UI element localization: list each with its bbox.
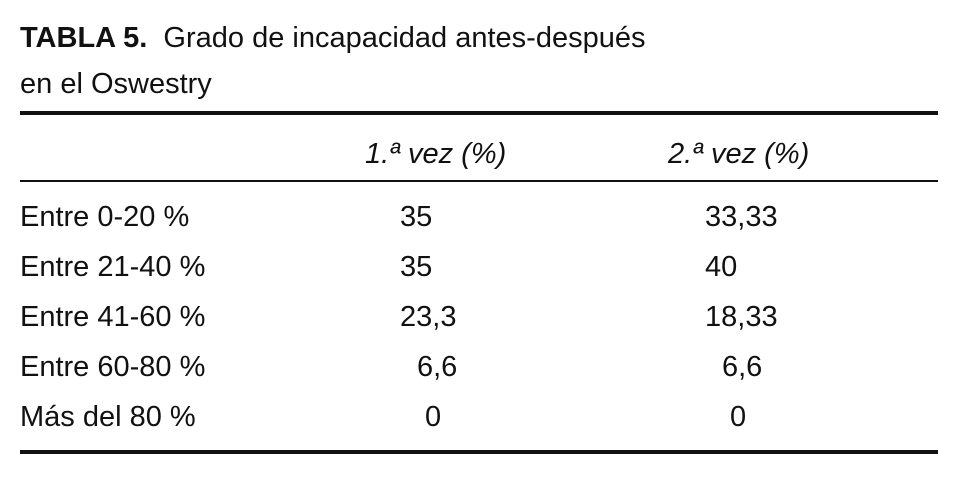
row-label: Entre 41-60 % bbox=[20, 301, 206, 333]
title-label: TABLA 5. bbox=[20, 22, 148, 54]
cell-value: 23,3 bbox=[400, 301, 457, 333]
bottom-rule bbox=[20, 450, 938, 454]
cell-value: 0 bbox=[425, 401, 442, 433]
cell-value: 35 bbox=[400, 251, 433, 283]
cell-value: 35 bbox=[400, 201, 433, 233]
row-label: Entre 0-20 % bbox=[20, 201, 190, 233]
top-rule bbox=[20, 111, 938, 115]
cell-value: 6,6 bbox=[722, 351, 763, 383]
header-rule bbox=[20, 180, 938, 182]
column-header: 1.ª vez (%) bbox=[365, 138, 507, 170]
cell-value: 33,33 bbox=[705, 201, 778, 233]
title-text-2: en el Oswestry bbox=[20, 68, 212, 100]
cell-value: 6,6 bbox=[417, 351, 458, 383]
cell-value: 0 bbox=[730, 401, 747, 433]
row-label: Entre 60-80 % bbox=[20, 351, 206, 383]
title-text: Grado de incapacidad antes-después bbox=[163, 22, 646, 54]
row-label: Entre 21-40 % bbox=[20, 251, 206, 283]
table-title: TABLA 5. Grado de incapacidad antes-desp… bbox=[20, 24, 645, 53]
cell-value: 40 bbox=[705, 251, 738, 283]
row-label: Más del 80 % bbox=[20, 401, 196, 433]
column-header: 2.ª vez (%) bbox=[668, 138, 810, 170]
cell-value: 18,33 bbox=[705, 301, 778, 333]
